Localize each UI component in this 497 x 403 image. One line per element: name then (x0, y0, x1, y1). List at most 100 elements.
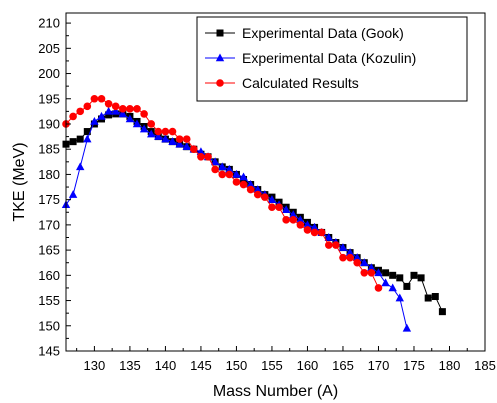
data-point (119, 105, 127, 113)
data-point (253, 190, 262, 199)
legend-label: Experimental Data (Kozulin) (242, 50, 416, 66)
legend-marker (215, 53, 225, 62)
x-tick-label: 145 (190, 358, 212, 373)
data-point (282, 216, 290, 224)
data-point (402, 323, 412, 332)
data-point (133, 105, 141, 113)
data-point (388, 283, 397, 292)
data-point (296, 215, 305, 224)
data-point (154, 127, 163, 136)
data-point (396, 274, 404, 282)
x-tick-label: 150 (226, 358, 248, 373)
x-tick-label: 130 (84, 358, 106, 373)
data-point (175, 139, 184, 148)
data-point (239, 172, 248, 181)
x-tick-label: 155 (261, 358, 283, 373)
data-point (175, 135, 184, 143)
data-point (431, 293, 439, 301)
y-tick-label: 150 (38, 318, 60, 333)
data-point (324, 232, 333, 241)
y-tick-label: 200 (38, 66, 60, 81)
data-point (147, 129, 156, 138)
data-point (232, 178, 241, 186)
y-tick-label: 180 (38, 167, 60, 182)
data-point (147, 120, 156, 128)
data-point (90, 116, 99, 125)
data-point (111, 106, 120, 115)
data-point (154, 132, 163, 140)
data-point (161, 134, 170, 143)
legend-marker (216, 79, 224, 87)
data-point (140, 110, 148, 118)
data-point (76, 107, 85, 116)
data-point (239, 180, 248, 189)
data-point (267, 195, 277, 203)
data-point (360, 258, 369, 267)
data-point (76, 162, 85, 171)
y-tick-label: 190 (38, 116, 60, 131)
plot-frame (65, 12, 486, 352)
data-point (303, 226, 312, 234)
data-point (389, 271, 397, 279)
data-point (261, 193, 269, 201)
series-line (65, 110, 408, 329)
y-tick-label: 165 (38, 243, 60, 258)
data-point (338, 243, 348, 251)
data-point (69, 138, 77, 146)
data-point (218, 162, 227, 171)
series-2 (62, 94, 383, 292)
data-point (197, 152, 205, 161)
series-1 (61, 106, 412, 332)
data-point (118, 109, 128, 118)
data-point (204, 152, 212, 161)
data-point (403, 282, 411, 290)
data-point (281, 205, 291, 214)
data-point (139, 124, 149, 133)
x-tick-label: 160 (297, 358, 319, 373)
y-tick-label: 145 (38, 344, 60, 359)
legend-box (196, 16, 468, 102)
data-point (211, 165, 219, 174)
data-point (83, 134, 92, 143)
data-point (310, 228, 319, 237)
series-line (65, 98, 379, 289)
data-point (303, 220, 312, 229)
data-point (196, 147, 206, 156)
data-point (97, 111, 106, 120)
y-axis-label: TKE (MeV) (11, 142, 28, 221)
data-point (161, 127, 170, 136)
x-tick-label: 135 (119, 358, 141, 373)
data-point (339, 253, 347, 262)
data-point (246, 180, 255, 188)
data-point (182, 135, 191, 143)
legend: Experimental Data (Gook) Experimental Dat… (196, 16, 468, 102)
data-point (90, 94, 99, 103)
data-point (76, 135, 84, 143)
data-point (438, 308, 446, 316)
data-point (190, 145, 198, 154)
y-tick-label: 195 (38, 91, 60, 106)
y-tick-label: 155 (38, 293, 60, 308)
data-point (125, 114, 135, 123)
data-point (395, 293, 404, 302)
x-tick-label: 165 (332, 358, 354, 373)
y-tick-label: 205 (38, 41, 60, 56)
data-point (417, 274, 425, 282)
legend-label: Calculated Results (242, 75, 359, 91)
data-point (346, 253, 354, 262)
legend-label: Experimental Data (Gook) (242, 25, 404, 41)
data-point (132, 119, 142, 128)
x-tick-label: 140 (155, 358, 177, 373)
data-point (104, 100, 113, 108)
data-point (289, 216, 298, 224)
data-point (296, 221, 305, 229)
data-point (68, 190, 78, 198)
data-point (210, 157, 220, 166)
data-point (218, 170, 227, 179)
data-point (353, 258, 361, 267)
data-point (310, 222, 319, 231)
data-point (374, 268, 383, 277)
x-tick-label: 180 (439, 358, 461, 373)
y-tick-label: 170 (38, 217, 60, 232)
data-point (69, 112, 77, 121)
